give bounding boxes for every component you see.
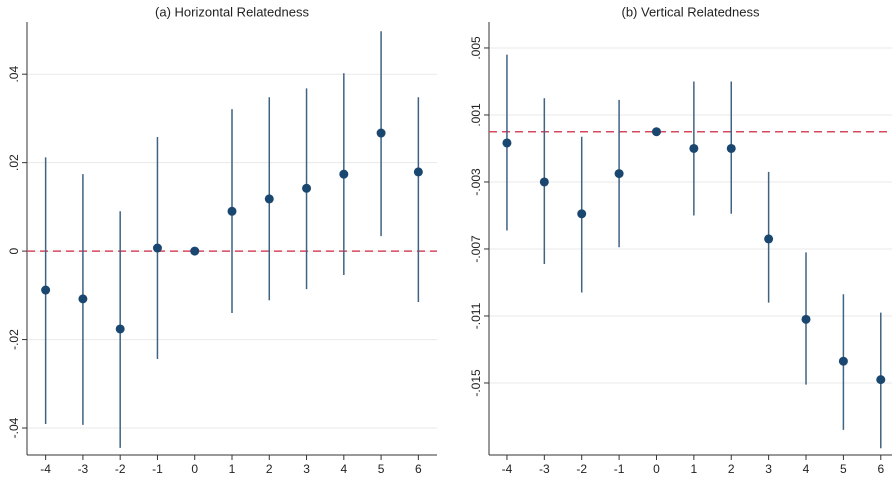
y-tick-label: -.003 [469,168,483,196]
y-tick-label: -.007 [469,235,483,263]
point [764,234,774,244]
point [78,294,88,304]
point [190,246,200,256]
point [339,169,349,179]
y-tick-label: 0 [7,247,21,254]
x-tick-label: 4 [803,462,810,476]
x-tick-label: 1 [691,462,698,476]
point [577,209,587,219]
point [376,128,386,138]
x-tick-label: -4 [502,462,513,476]
point [152,243,162,253]
x-tick-label: -1 [614,462,625,476]
x-tick-label: 0 [653,462,660,476]
x-tick-label: 6 [877,462,884,476]
y-tick-label: -.04 [7,417,21,438]
x-tick-label: 2 [266,462,273,476]
y-tick-label: .001 [469,103,483,127]
x-tick-label: -3 [78,462,89,476]
y-tick-label: .02 [7,154,21,171]
y-tick-label: .005 [469,36,483,60]
point [726,143,736,153]
y-tick-label: .04 [7,66,21,83]
x-tick-label: -4 [40,462,51,476]
y-tick-label: -.02 [7,329,21,350]
x-tick-label: 4 [340,462,347,476]
chart-title: (b) Vertical Relatedness [621,4,760,19]
point [115,324,125,334]
point [539,177,549,187]
point [876,375,886,385]
point [227,206,237,216]
point [302,183,312,193]
x-tick-label: 3 [303,462,310,476]
x-tick-label: -3 [539,462,550,476]
y-tick-label: -.011 [469,302,483,329]
point [502,138,512,148]
x-tick-label: 1 [229,462,236,476]
x-tick-label: 5 [840,462,847,476]
point [838,356,848,366]
point [614,169,624,179]
x-tick-label: -2 [576,462,587,476]
x-tick-label: -1 [152,462,163,476]
point [264,194,274,204]
x-tick-label: 0 [191,462,198,476]
point [651,127,661,137]
point [413,167,423,177]
x-tick-label: 6 [415,462,422,476]
x-tick-label: 2 [728,462,735,476]
x-tick-label: -2 [115,462,126,476]
x-tick-label: 5 [378,462,385,476]
chart-title: (a) Horizontal Relatedness [155,4,309,19]
y-tick-label: -.015 [469,369,483,397]
point [689,143,699,153]
point [801,314,811,324]
x-tick-label: 3 [765,462,772,476]
point [41,285,51,295]
